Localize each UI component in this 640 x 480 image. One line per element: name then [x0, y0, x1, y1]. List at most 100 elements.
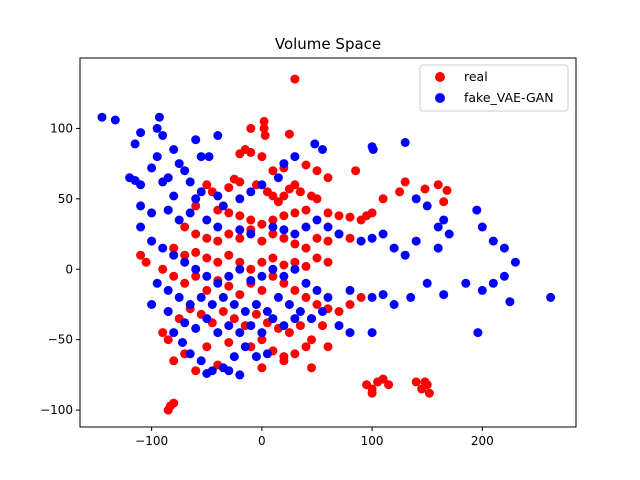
data-point — [240, 342, 250, 352]
data-point — [130, 176, 140, 185]
data-point — [389, 243, 399, 253]
data-point — [334, 307, 344, 316]
data-point — [367, 328, 377, 338]
data-point — [262, 307, 272, 316]
data-point — [213, 222, 223, 232]
data-point — [207, 300, 217, 309]
data-point — [185, 208, 195, 218]
data-point — [411, 236, 421, 246]
data-point — [257, 257, 267, 267]
data-point — [477, 285, 487, 295]
data-point — [301, 278, 311, 288]
data-point — [257, 328, 267, 338]
data-point — [268, 215, 278, 225]
data-point — [191, 264, 201, 274]
data-point — [158, 131, 168, 140]
data-point — [323, 173, 333, 183]
data-point — [154, 112, 164, 122]
data-point — [290, 349, 300, 359]
data-point — [178, 338, 187, 347]
data-point — [312, 166, 322, 176]
data-point — [318, 145, 327, 154]
data-point — [257, 236, 267, 246]
data-point — [367, 292, 377, 302]
data-point — [180, 166, 190, 176]
data-point — [279, 191, 289, 201]
data-point — [307, 363, 316, 373]
data-point — [356, 236, 366, 246]
data-point — [235, 225, 245, 235]
data-point — [439, 215, 449, 225]
data-point — [499, 271, 509, 281]
data-point — [136, 128, 146, 138]
legend: real fake_VAE-GAN — [419, 64, 569, 112]
data-point — [301, 205, 311, 215]
data-point — [251, 352, 261, 362]
data-point — [307, 314, 316, 324]
data-point — [290, 229, 300, 239]
data-point — [180, 250, 190, 260]
data-point — [235, 211, 245, 221]
data-point — [180, 222, 190, 232]
data-point — [499, 243, 509, 253]
data-point — [257, 152, 267, 162]
data-point — [251, 300, 261, 309]
data-point — [433, 222, 443, 232]
data-point — [191, 323, 201, 333]
data-point — [268, 191, 278, 201]
data-point — [473, 328, 483, 338]
data-point — [310, 139, 320, 149]
data-point — [406, 292, 416, 302]
data-point — [152, 152, 162, 162]
data-point — [477, 222, 487, 232]
data-point — [312, 285, 322, 295]
data-point — [378, 229, 388, 239]
data-point — [180, 278, 190, 288]
data-point — [318, 307, 327, 316]
data-point — [191, 271, 201, 281]
data-point — [196, 187, 206, 197]
data-point — [334, 211, 344, 221]
data-point — [163, 205, 173, 215]
y-tick-label: 50 — [58, 192, 73, 206]
data-point — [323, 257, 333, 267]
data-point — [279, 211, 289, 221]
data-point — [279, 159, 289, 169]
data-point — [411, 377, 421, 387]
data-point — [268, 314, 278, 324]
data-point — [213, 131, 223, 140]
data-point — [235, 370, 245, 380]
data-point — [262, 349, 272, 359]
data-point — [147, 300, 157, 309]
data-point — [444, 229, 454, 239]
data-point — [191, 229, 201, 239]
data-point — [235, 233, 245, 243]
data-point — [202, 314, 212, 324]
data-point — [290, 285, 300, 295]
data-point — [202, 342, 212, 352]
x-tick-label: −100 — [135, 434, 168, 448]
data-point — [400, 138, 410, 147]
data-point — [97, 112, 107, 122]
data-point — [257, 180, 267, 190]
data-point — [411, 194, 421, 204]
data-point — [268, 271, 278, 281]
data-point — [202, 271, 212, 281]
data-point — [295, 187, 305, 197]
data-point — [163, 335, 173, 345]
data-point — [345, 233, 355, 243]
data-point — [395, 187, 405, 197]
data-point — [334, 229, 344, 239]
data-point — [174, 159, 184, 169]
data-point — [422, 278, 432, 288]
data-point — [246, 264, 256, 274]
data-point — [246, 229, 256, 239]
data-point — [368, 145, 378, 154]
data-point — [110, 115, 120, 125]
data-point — [191, 194, 201, 204]
y-tick-label: −50 — [48, 333, 73, 347]
data-point — [301, 261, 311, 271]
data-point — [433, 180, 443, 190]
data-point — [378, 290, 388, 300]
data-point — [378, 374, 388, 384]
